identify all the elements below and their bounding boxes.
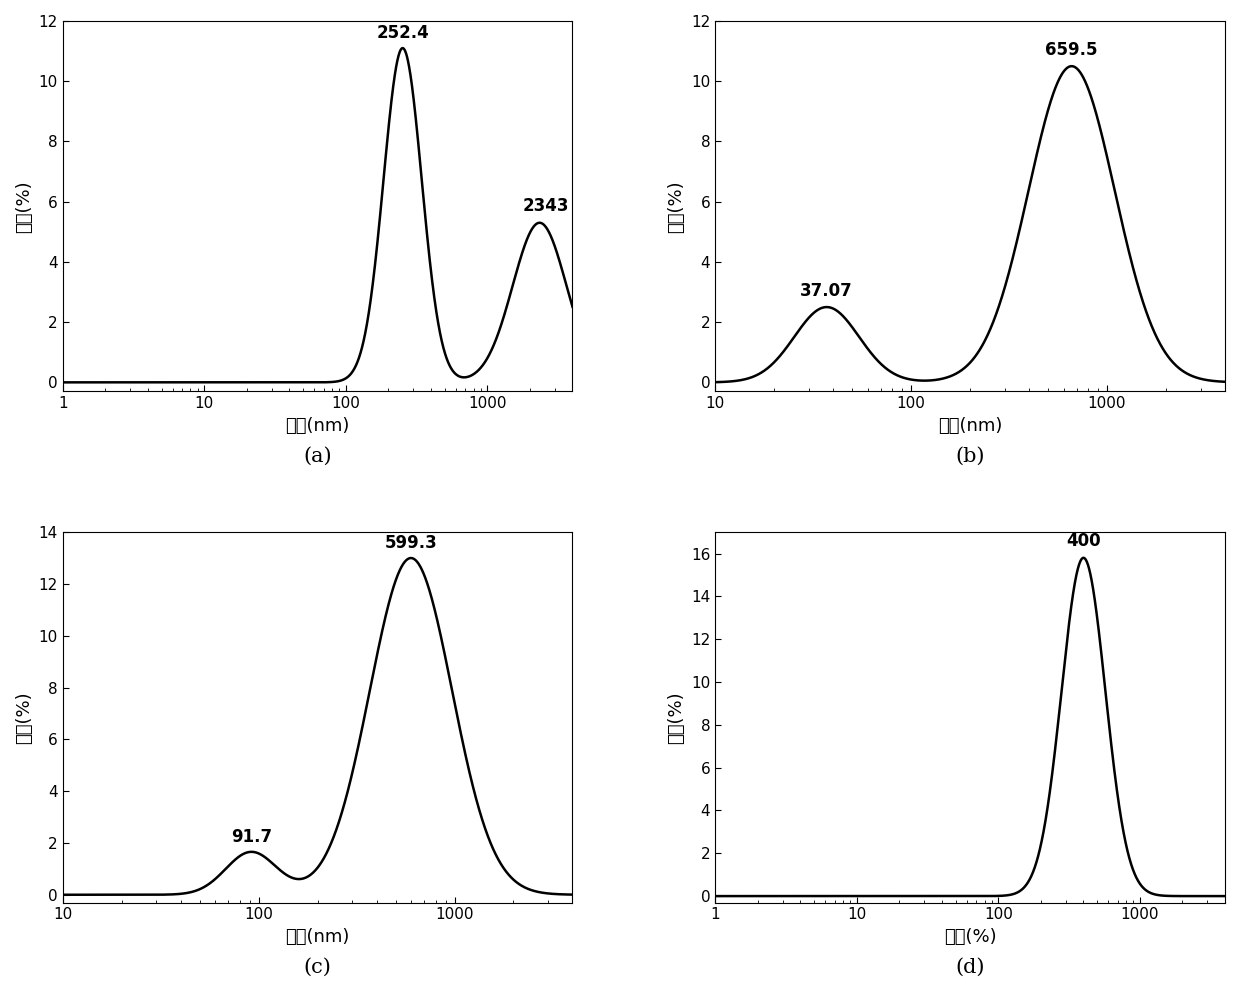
- Text: (a): (a): [304, 447, 332, 466]
- X-axis label: 粒径(nm): 粒径(nm): [285, 417, 350, 435]
- Text: 2343: 2343: [523, 197, 569, 215]
- X-axis label: 粒径(%): 粒径(%): [944, 928, 997, 946]
- Y-axis label: 强度(%): 强度(%): [667, 691, 686, 744]
- Text: (b): (b): [955, 447, 985, 466]
- Text: 599.3: 599.3: [384, 534, 438, 551]
- Text: (d): (d): [955, 958, 985, 977]
- Text: 659.5: 659.5: [1045, 40, 1097, 59]
- X-axis label: 粒径(nm): 粒径(nm): [937, 417, 1002, 435]
- Y-axis label: 强度(%): 强度(%): [15, 180, 33, 232]
- Text: 37.07: 37.07: [800, 283, 853, 300]
- X-axis label: 粒径(nm): 粒径(nm): [285, 928, 350, 946]
- Text: 252.4: 252.4: [376, 25, 429, 42]
- Text: (c): (c): [304, 958, 331, 977]
- Y-axis label: 强度(%): 强度(%): [667, 180, 686, 232]
- Text: 91.7: 91.7: [231, 828, 272, 846]
- Text: 400: 400: [1066, 533, 1101, 550]
- Y-axis label: 强度(%): 强度(%): [15, 691, 33, 744]
